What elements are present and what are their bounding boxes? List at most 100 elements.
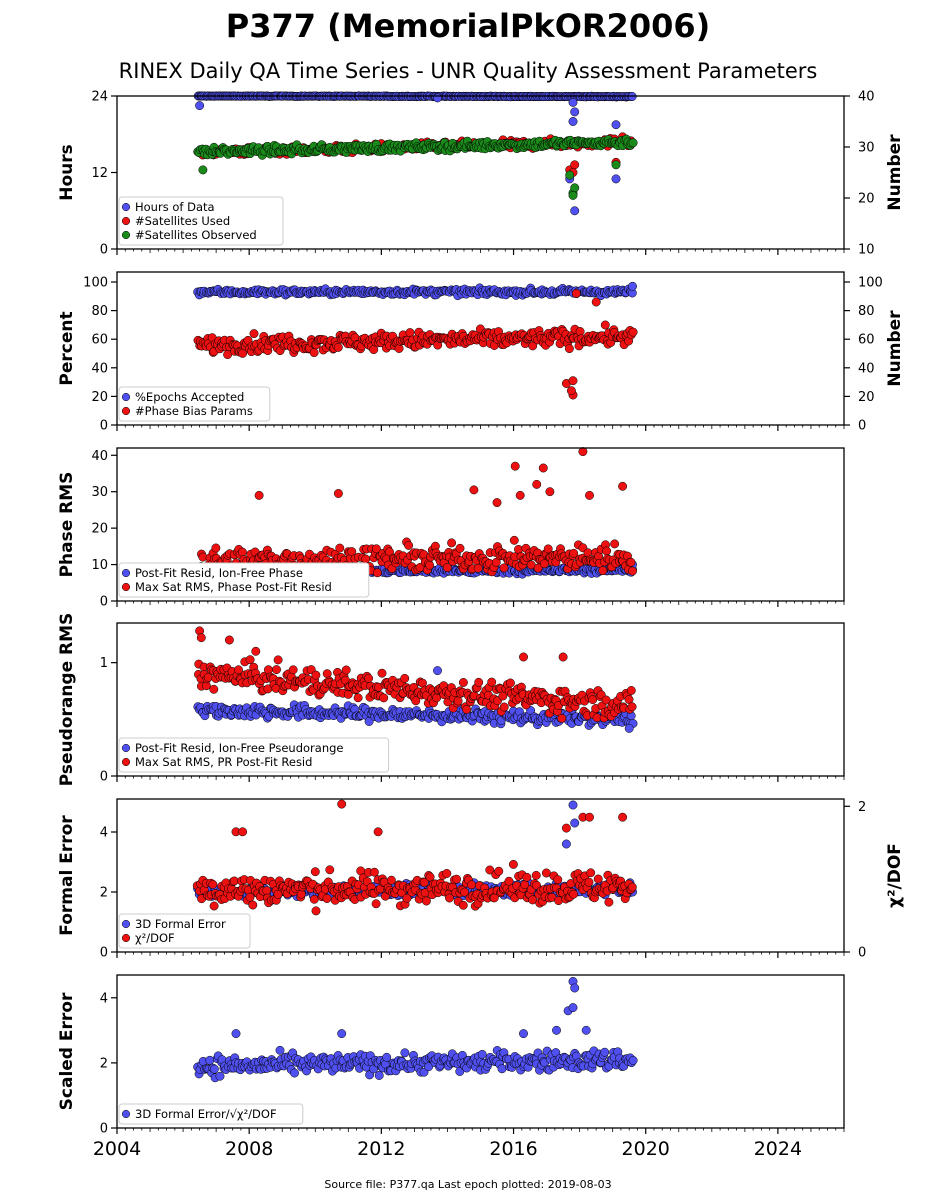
chart-title: P377 (MemorialPkOR2006): [226, 7, 710, 45]
series-2-point: [505, 678, 515, 688]
series-2-point: [404, 540, 414, 550]
y-tick-label-right: 20: [858, 192, 875, 207]
series-3-outlier: [570, 183, 580, 193]
y-tick-label: 0: [100, 770, 108, 785]
series-2-point: [372, 568, 382, 578]
series-2-point: [487, 677, 497, 687]
series-2-point: [553, 875, 563, 885]
series-2-point: [508, 859, 518, 869]
series-2-point: [237, 547, 247, 557]
y-tick-label: 0: [100, 946, 108, 961]
y-axis-right: 02: [844, 800, 866, 961]
y-tick-label: 0: [100, 595, 108, 610]
series-2-point: [245, 655, 255, 665]
series-2-point: [379, 693, 389, 703]
y-tick-label-right: 0: [858, 419, 866, 434]
legend-label: #Satellites Observed: [135, 228, 257, 242]
legend-label: Max Sat RMS, Phase Post-Fit Resid: [135, 580, 332, 594]
y-tick-label: 4: [100, 991, 108, 1006]
y-tick-label: 0: [100, 1122, 108, 1137]
series-1-outlier: [581, 1025, 591, 1035]
legend-label: Max Sat RMS, PR Post-Fit Resid: [135, 755, 312, 769]
series-2-outlier: [545, 487, 555, 497]
series-2-point: [361, 554, 371, 564]
series-2-point: [309, 348, 319, 358]
series-2-point: [586, 868, 596, 878]
series-2-point: [462, 705, 472, 714]
y-axis-right: 0 20 40 60 80 100: [844, 276, 883, 434]
y-tick-label: 0: [100, 419, 108, 434]
series-2-point: [610, 539, 620, 549]
y-axis-left: 0 12 24: [91, 90, 117, 258]
x-ticks: [116, 1128, 845, 1134]
legend: %Epochs Accepted#Phase Bias Params: [118, 386, 271, 422]
y-tick-label: 1: [100, 656, 108, 671]
y-tick-label: 12: [91, 166, 108, 181]
legend-marker: [121, 216, 131, 226]
series-2-outlier: [515, 490, 525, 500]
legend-marker: [121, 919, 131, 929]
series-2-point: [364, 673, 374, 683]
y-axis-label-right: Number: [885, 134, 905, 211]
series-2-point: [458, 678, 468, 687]
series-2-point: [369, 867, 379, 877]
legend-marker: [121, 933, 131, 943]
y-axis-label-left: Hours: [57, 144, 77, 201]
series-2-point: [386, 875, 396, 885]
legend-marker: [121, 1109, 131, 1119]
y-tick-label-right: 40: [858, 361, 875, 376]
series-2-point: [333, 342, 343, 352]
series-2-point: [628, 566, 637, 576]
series-2-outlier: [578, 447, 588, 457]
y-tick-label: 0: [100, 243, 108, 258]
data-points: [193, 281, 638, 400]
series-2-point: [288, 665, 298, 675]
legend-marker: [121, 230, 131, 240]
panel-3: 0 10 20 30 40 Phase RMS Post-Fit Resid, Ion-Fr…: [57, 447, 845, 610]
series-2-outlier: [571, 288, 581, 298]
series-2-point: [400, 673, 410, 683]
series-2-point: [377, 668, 387, 678]
series-1-outlier: [433, 666, 442, 676]
series-2-point: [211, 543, 221, 553]
x-ticks: [116, 425, 845, 431]
y-tick-label: 2: [100, 1056, 108, 1071]
data-points: [193, 977, 638, 1083]
series-2-point: [627, 882, 637, 892]
series-2-outlier: [519, 652, 528, 662]
data-points: [192, 799, 637, 916]
series-2-outlier: [238, 827, 248, 837]
y-tick-label-right: 20: [858, 390, 875, 405]
y-tick-label: 60: [91, 333, 108, 348]
series-1-point: [374, 1071, 384, 1080]
series-2-point: [442, 869, 452, 878]
series-2-outlier: [561, 823, 571, 833]
series-2-point: [522, 872, 532, 882]
y-axis-label-right: χ²/DOF: [885, 843, 905, 908]
y-axis-left: 0 2 4: [100, 991, 117, 1137]
legend: Hours of Data#Satellites Used#Satellites…: [118, 196, 284, 246]
series-2-outlier: [538, 463, 548, 473]
series-2-outlier: [254, 490, 264, 500]
series-2-outlier: [591, 297, 601, 307]
y-axis-label-left: Phase RMS: [57, 472, 77, 578]
panel-2: 0 20 40 60 80 100 Percent 0 20 40 60 80 100 Number %Ep…: [57, 271, 905, 434]
series-1-point: [628, 1055, 638, 1065]
x-tick-label: 2020: [622, 1138, 670, 1160]
legend-label: #Satellites Used: [135, 214, 230, 228]
series-2-outlier: [492, 498, 502, 508]
series-2-point: [341, 665, 351, 675]
legend-marker: [121, 582, 131, 592]
legend-label: %Epochs Accepted: [135, 390, 244, 404]
series-1-outlier: [570, 983, 580, 993]
y-tick-label: 4: [100, 826, 108, 841]
series-2-outlier: [532, 479, 542, 489]
y-tick-label-right: 0: [858, 946, 866, 961]
y-tick-label-right: 30: [858, 141, 875, 156]
series-2-point: [531, 870, 541, 880]
series-2-point: [272, 665, 281, 675]
series-1-point: [497, 1064, 507, 1074]
